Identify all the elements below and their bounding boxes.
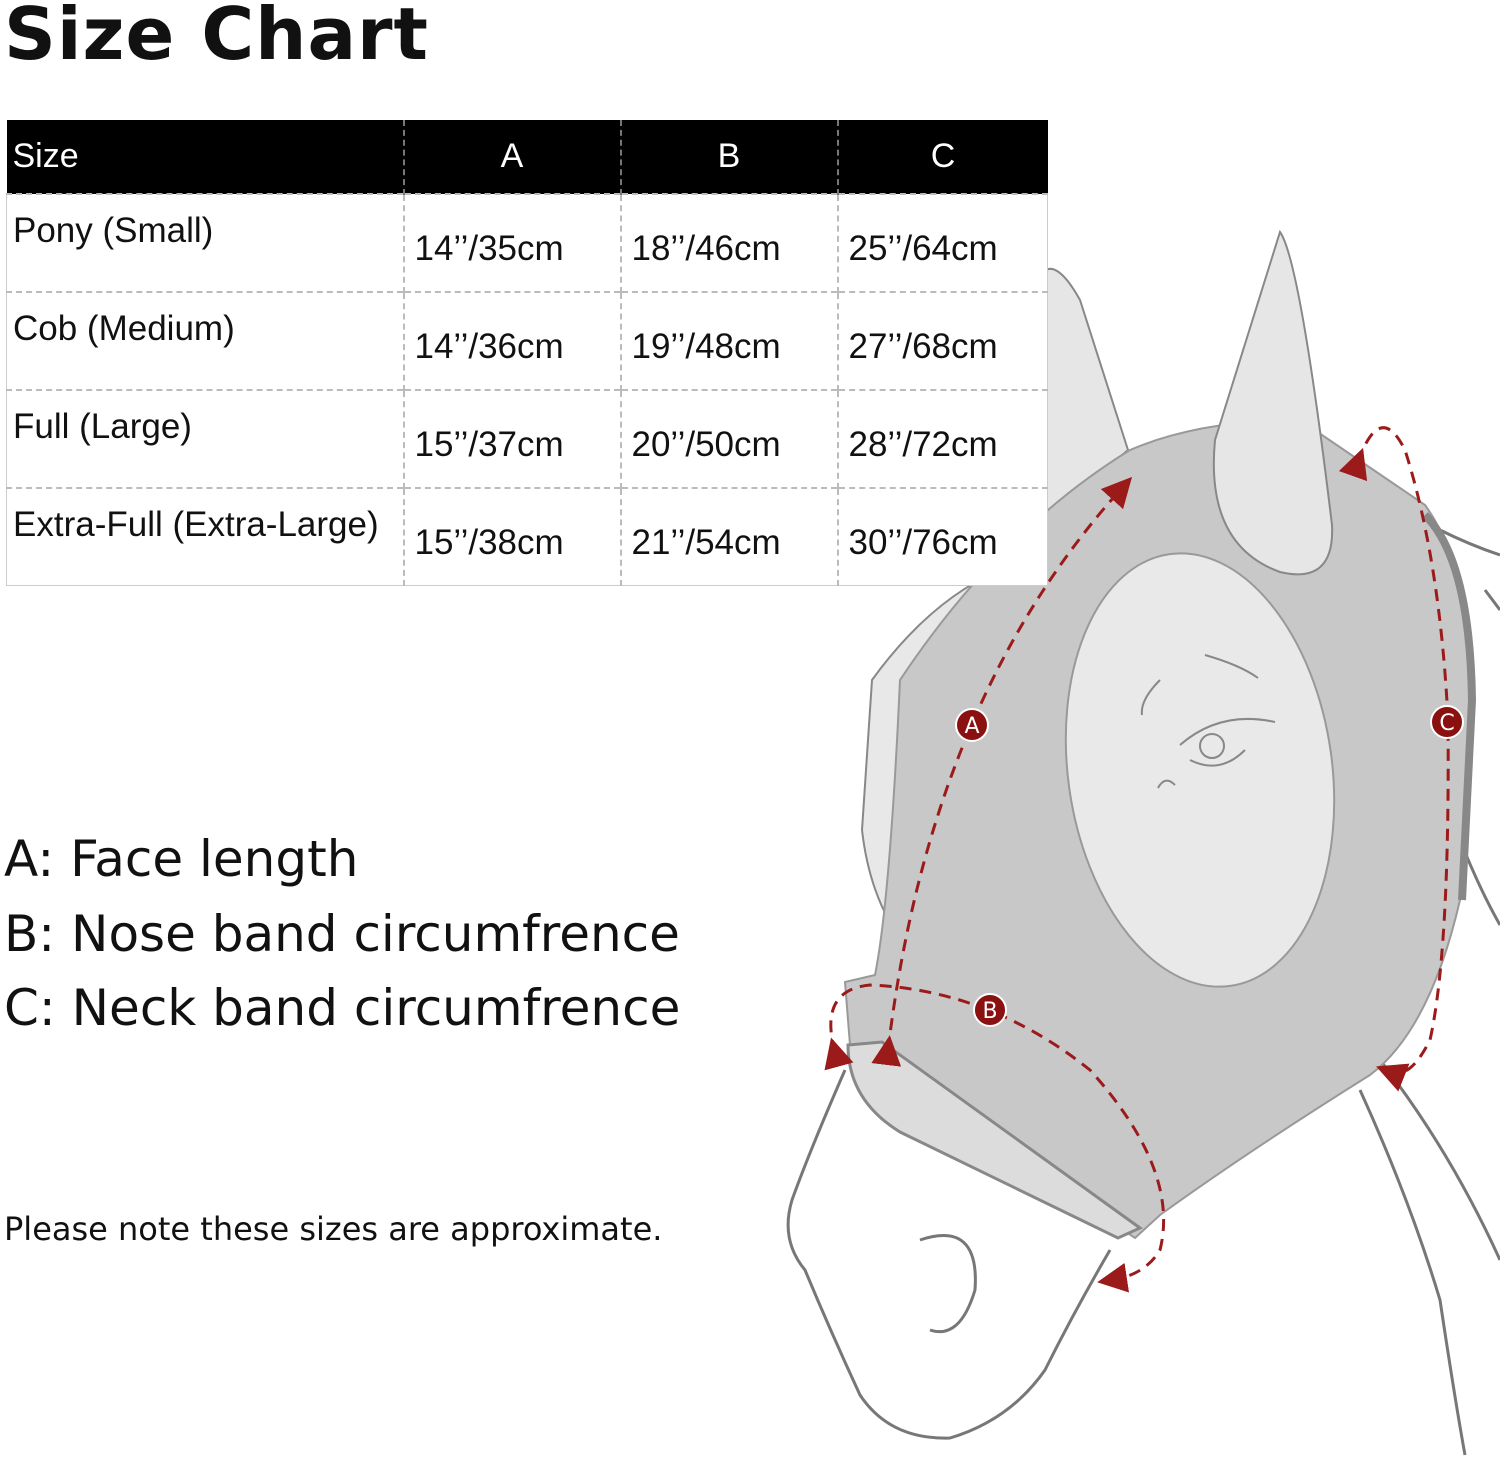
header-b: B bbox=[619, 120, 838, 194]
size-table: Size A B C Pony (Small) 14’’/35cm 18’’/4… bbox=[6, 120, 1048, 586]
size-cell: Cob (Medium) bbox=[6, 291, 404, 390]
c-cell: 27’’/68cm bbox=[836, 291, 1048, 390]
a-cell: 15’’/38cm bbox=[402, 487, 621, 586]
size-cell: Extra-Full (Extra-Large) bbox=[6, 487, 404, 586]
header-c: C bbox=[836, 120, 1048, 194]
size-cell: Full (Large) bbox=[6, 389, 404, 488]
a-cell: 14’’/36cm bbox=[402, 291, 621, 390]
legend-a: A: Face length bbox=[4, 830, 359, 888]
c-cell: 25’’/64cm bbox=[836, 193, 1048, 292]
header-size: Size bbox=[6, 120, 404, 194]
legend-c: C: Neck band circumfrence bbox=[4, 979, 681, 1037]
b-cell: 18’’/46cm bbox=[619, 193, 838, 292]
a-cell: 14’’/35cm bbox=[402, 193, 621, 292]
near-ear bbox=[1212, 229, 1334, 576]
neck-band bbox=[1422, 512, 1477, 901]
table-row: Pony (Small) 14’’/35cm 18’’/46cm 25’’/64… bbox=[6, 193, 1048, 292]
badge-b: B bbox=[973, 993, 1007, 1027]
svg-text:C: C bbox=[1439, 711, 1454, 736]
table-header-row: Size A B C bbox=[6, 120, 1048, 194]
a-cell: 15’’/37cm bbox=[402, 389, 621, 488]
table-row: Cob (Medium) 14’’/36cm 19’’/48cm 27’’/68… bbox=[6, 291, 1048, 390]
svg-text:A: A bbox=[964, 714, 979, 739]
c-cell: 28’’/72cm bbox=[836, 389, 1048, 488]
table-row: Extra-Full (Extra-Large) 15’’/38cm 21’’/… bbox=[6, 487, 1048, 586]
b-cell: 20’’/50cm bbox=[619, 389, 838, 488]
c-cell: 30’’/76cm bbox=[836, 487, 1048, 586]
eye-icon bbox=[1140, 654, 1276, 789]
b-cell: 21’’/54cm bbox=[619, 487, 838, 586]
badge-c: C bbox=[1430, 705, 1464, 739]
b-cell: 19’’/48cm bbox=[619, 291, 838, 390]
header-a: A bbox=[402, 120, 621, 194]
legend-b: B: Nose band circumfrence bbox=[4, 905, 680, 963]
page-title: Size Chart bbox=[4, 0, 429, 76]
approximate-size-note: Please note these sizes are approximate. bbox=[4, 1210, 663, 1248]
table-row: Full (Large) 15’’/37cm 20’’/50cm 28’’/72… bbox=[6, 389, 1048, 488]
size-cell: Pony (Small) bbox=[6, 193, 404, 292]
svg-text:B: B bbox=[982, 999, 997, 1024]
badge-a: A bbox=[955, 708, 989, 742]
measure-b-line bbox=[824, 983, 1166, 1293]
